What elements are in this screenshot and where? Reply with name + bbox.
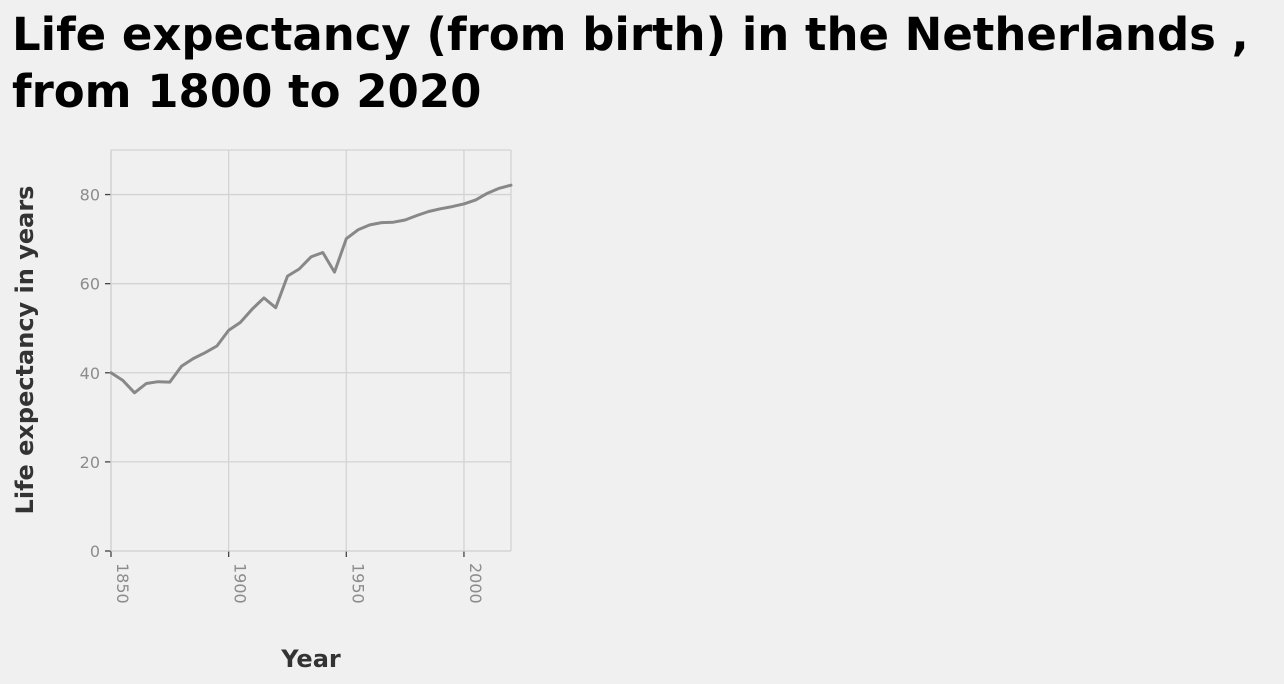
data-point bbox=[368, 224, 371, 227]
chart-title: Life expectancy (from birth) in the Neth… bbox=[12, 8, 1249, 118]
grid bbox=[110, 149, 512, 552]
data-point bbox=[157, 380, 160, 383]
y-tick-label: 80 bbox=[80, 186, 100, 205]
data-point bbox=[321, 251, 324, 254]
data-point bbox=[463, 203, 466, 206]
data-point bbox=[110, 371, 113, 374]
data-point bbox=[474, 199, 477, 202]
data-point bbox=[298, 268, 301, 271]
data-point bbox=[216, 345, 219, 348]
data-point bbox=[227, 329, 230, 332]
data-point bbox=[145, 382, 148, 385]
series-layer bbox=[109, 183, 513, 395]
data-point bbox=[498, 187, 501, 190]
data-point bbox=[121, 379, 124, 382]
data-point bbox=[180, 365, 183, 368]
y-axis-label: Life expectancy in years bbox=[11, 186, 39, 515]
data-point bbox=[392, 221, 395, 224]
data-point bbox=[239, 321, 242, 324]
data-point bbox=[439, 207, 442, 210]
data-point bbox=[427, 210, 430, 213]
y-tick-label: 20 bbox=[80, 453, 100, 472]
data-point bbox=[345, 237, 348, 240]
data-point bbox=[333, 271, 336, 274]
data-point bbox=[416, 214, 419, 217]
x-axis-label: Year bbox=[280, 645, 341, 673]
y-tick-label: 0 bbox=[90, 542, 100, 561]
axes: 0 20 40 60 80 1850 1900 1950 2000 bbox=[80, 150, 511, 604]
data-point bbox=[263, 297, 266, 300]
data-point bbox=[486, 192, 489, 195]
data-point bbox=[204, 351, 207, 354]
y-tick-label: 40 bbox=[80, 364, 100, 383]
series-line bbox=[109, 183, 513, 395]
data-point bbox=[192, 357, 195, 360]
data-point bbox=[286, 275, 289, 278]
data-point bbox=[357, 228, 360, 231]
data-point bbox=[133, 391, 136, 394]
data-point bbox=[274, 306, 277, 309]
data-point bbox=[380, 221, 383, 224]
data-point bbox=[310, 256, 313, 259]
data-point bbox=[168, 381, 171, 384]
y-tick-label: 60 bbox=[80, 275, 100, 294]
axis-labels: Year Life expectancy in years bbox=[11, 186, 341, 673]
x-tick-label: 1950 bbox=[348, 563, 367, 604]
x-tick-label: 2000 bbox=[466, 563, 485, 604]
x-tick-label: 1900 bbox=[231, 563, 250, 604]
data-point bbox=[404, 219, 407, 222]
data-point bbox=[251, 308, 254, 311]
x-tick-label: 1850 bbox=[113, 563, 132, 604]
data-point bbox=[510, 184, 513, 187]
data-point bbox=[451, 205, 454, 208]
